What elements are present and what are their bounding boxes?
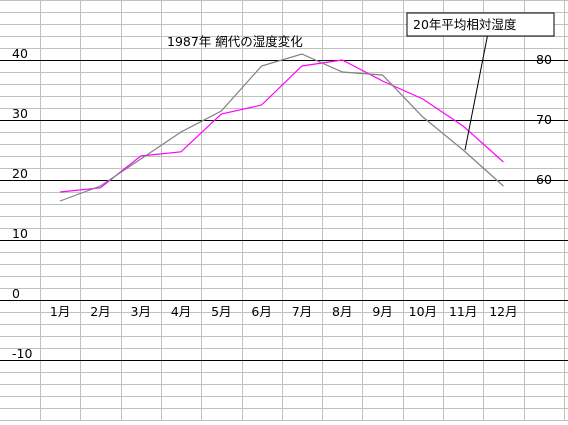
series-layer: [59, 53, 504, 202]
month-tick-label: 5月: [211, 304, 231, 319]
left-tick-label: 30: [12, 106, 28, 121]
month-tick-label: 9月: [372, 304, 392, 319]
annotation-text: 20年平均相対湿度: [413, 17, 517, 32]
month-tick-label: 1月: [50, 304, 70, 319]
annotation-box: [406, 12, 555, 37]
right-tick-label: 80: [536, 52, 552, 67]
right-tick-label: 60: [536, 172, 552, 187]
left-tick-label: 0: [12, 286, 20, 301]
major-gridlines: [0, 60, 568, 361]
left-axis-ticks: 40 30 20 10 0 -10: [12, 46, 32, 361]
chart-title: 1987年 網代の湿度変化: [167, 34, 303, 49]
month-tick-label: 2月: [90, 304, 110, 319]
left-tick-label: 20: [12, 166, 28, 181]
left-tick-label: -10: [12, 346, 32, 361]
left-tick-label: 10: [12, 226, 28, 241]
month-tick-label: 7月: [292, 304, 312, 319]
annotation-leader-line: [464, 32, 489, 151]
month-tick-label: 3月: [131, 304, 151, 319]
month-tick-label: 8月: [332, 304, 352, 319]
month-tick-label: 12月: [489, 304, 517, 319]
right-axis-ticks: 80 70 60: [536, 52, 552, 187]
month-tick-label: 10月: [409, 304, 437, 319]
month-axis-ticks: 1月 2月 3月 4月 5月 6月 7月 8月 9月 10月 11月 12月: [50, 304, 518, 319]
month-tick-label: 6月: [251, 304, 271, 319]
month-tick-label: 11月: [449, 304, 477, 319]
left-tick-label: 40: [12, 46, 28, 61]
month-tick-label: 4月: [171, 304, 191, 319]
series-line-magenta: [60, 59, 504, 193]
series-line-gray: [59, 53, 504, 202]
annotation-callout: 20年平均相対湿度: [406, 12, 555, 151]
right-tick-label: 70: [536, 112, 552, 127]
